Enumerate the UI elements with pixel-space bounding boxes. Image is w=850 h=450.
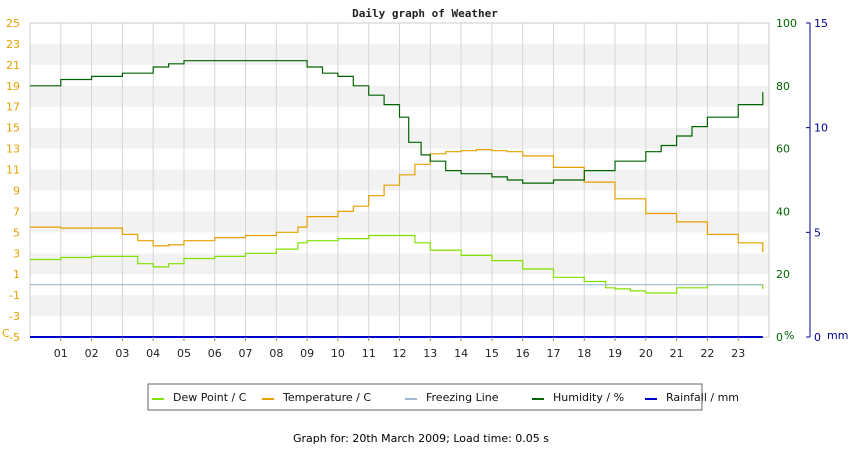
footer-status: Graph for: 20th March 2009; Load time: 0…	[293, 432, 549, 445]
left-axis-tick-label: 1	[13, 268, 20, 281]
humidity-axis-tick-label: 40	[776, 205, 790, 218]
series-line-temperature-c	[30, 149, 764, 253]
x-tick-label: 11	[362, 347, 376, 360]
left-axis-tick-label: -3	[9, 310, 20, 323]
x-tick-label: 17	[546, 347, 560, 360]
x-tick-label: 21	[670, 347, 684, 360]
x-tick-label: 15	[485, 347, 499, 360]
humidity-axis-tick-label: 60	[776, 143, 790, 156]
x-tick-label: 08	[269, 347, 283, 360]
humidity-axis-tick-label: 100	[776, 17, 797, 30]
x-tick-label: 02	[85, 347, 99, 360]
left-axis-tick-label: 11	[6, 164, 20, 177]
y-axis-right-humidity: 100 80 60 40 20 0	[776, 17, 797, 344]
left-axis-tick-label: 3	[13, 247, 20, 260]
x-tick-label: 14	[454, 347, 468, 360]
x-tick-label: 16	[516, 347, 530, 360]
left-axis-tick-label: 9	[13, 184, 20, 197]
x-axis: 01 02 03 04 05 06 07 08 09 10 11 12 13 14 15 16 17 18 19 20…	[54, 337, 745, 360]
series-line-dew-point-c	[30, 234, 764, 294]
x-tick-label: 10	[331, 347, 345, 360]
x-tick-label: 09	[300, 347, 314, 360]
series-line-humidity	[30, 60, 764, 184]
left-axis-tick-label: 23	[6, 38, 20, 51]
left-axis-tick-label: 5	[13, 226, 20, 239]
x-tick-label: 01	[54, 347, 68, 360]
legend-entry: Dew Point / C	[173, 391, 247, 404]
rainfall-axis-tick-label: 5	[814, 226, 821, 239]
x-tick-label: 13	[423, 347, 437, 360]
left-axis-tick-label: 15	[6, 122, 20, 135]
left-axis-tick-label: -1	[9, 289, 20, 302]
humidity-axis-tick-label: 0	[776, 331, 783, 344]
humidity-axis-tick-label: 20	[776, 268, 790, 281]
humidity-axis-tick-label: 80	[776, 80, 790, 93]
x-tick-label: 23	[731, 347, 745, 360]
left-axis-tick-label: 21	[6, 59, 20, 72]
left-axis-tick-label: 25	[6, 17, 20, 30]
legend-entry: Rainfall / mm	[666, 391, 739, 404]
rainfall-axis-tick-label: 15	[814, 17, 828, 30]
x-tick-label: 03	[115, 347, 129, 360]
legend-entry: Humidity / %	[553, 391, 624, 404]
y-axis-right-rainfall: 15 10 5 0	[806, 17, 828, 344]
left-axis-tick-label: 13	[6, 143, 20, 156]
left-axis-tick-label: 17	[6, 101, 20, 114]
x-tick-label: 19	[608, 347, 622, 360]
legend: Dew Point / C Temperature / C Freezing Lin…	[147, 383, 739, 411]
y-axis-left: 25 23 21 19 17 15 13 11 9 7 5 3 1 -1 -3 -5	[6, 17, 20, 344]
legend-box	[147, 383, 703, 411]
left-axis-unit: C	[2, 327, 10, 340]
rainfall-axis-tick-label: 0	[814, 331, 821, 344]
x-tick-label: 07	[239, 347, 253, 360]
x-tick-label: 18	[577, 347, 591, 360]
x-tick-label: 20	[639, 347, 653, 360]
x-tick-label: 05	[177, 347, 191, 360]
chart-title: Daily graph of Weather	[352, 7, 498, 20]
x-tick-label: 22	[700, 347, 714, 360]
left-axis-tick-label: 19	[6, 80, 20, 93]
legend-entry: Freezing Line	[426, 391, 499, 404]
legend-entry: Temperature / C	[282, 391, 371, 404]
series-lines	[30, 60, 764, 338]
rainfall-axis-unit: mm	[827, 329, 848, 342]
left-axis-tick-label: -5	[9, 331, 20, 344]
rainfall-axis-tick-label: 10	[814, 122, 828, 135]
x-tick-label: 06	[208, 347, 222, 360]
x-tick-label: 04	[146, 347, 160, 360]
humidity-axis-unit: %	[784, 329, 794, 342]
x-tick-label: 12	[393, 347, 407, 360]
left-axis-tick-label: 7	[13, 205, 20, 218]
